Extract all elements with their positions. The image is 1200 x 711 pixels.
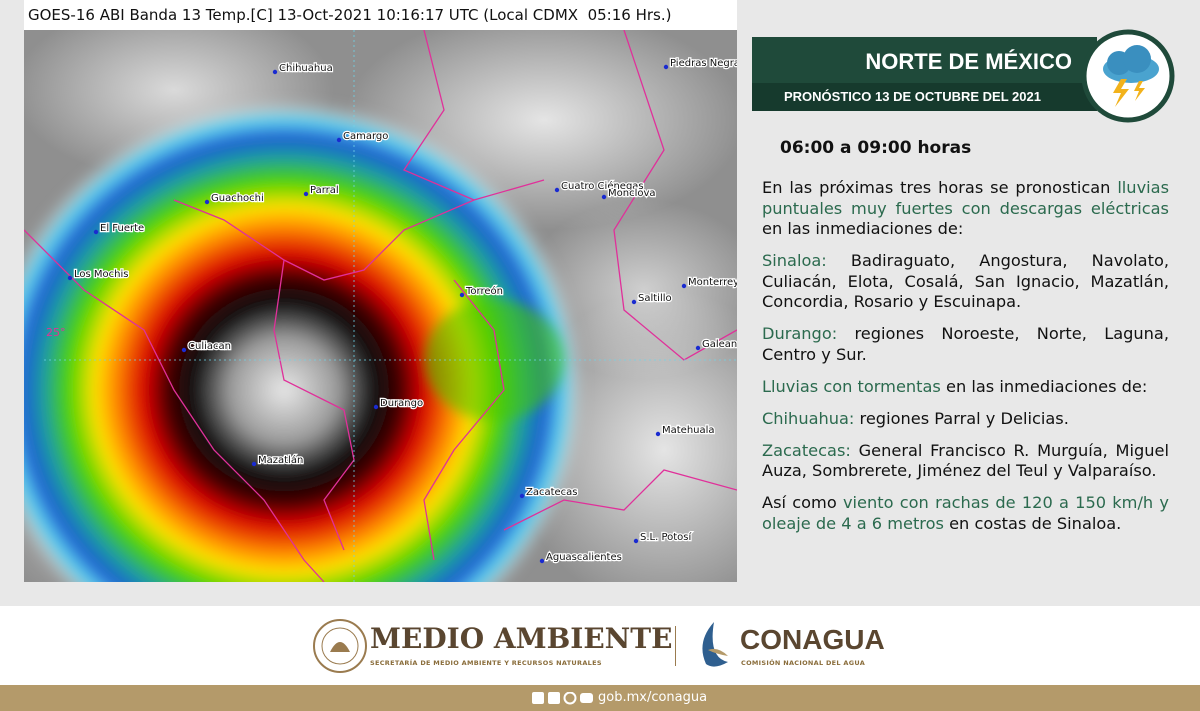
text: regiones Parral y Delicias. bbox=[854, 408, 1069, 428]
city-label: Monclova bbox=[608, 188, 656, 199]
city-label: Durango bbox=[380, 398, 423, 409]
city-dot bbox=[663, 64, 669, 70]
paragraph: Lluvias con tormentas en las inmediacion… bbox=[762, 377, 1169, 398]
city-dot bbox=[519, 493, 525, 499]
latitude-label: 25° bbox=[46, 326, 66, 339]
text: Así como bbox=[762, 493, 843, 512]
footer-strip: gob.mx/conagua bbox=[0, 685, 1200, 711]
city-label: Saltillo bbox=[638, 293, 672, 304]
text: regiones Noroeste, Norte, Laguna, Centro… bbox=[762, 324, 1169, 364]
city-label: Monterrey bbox=[688, 277, 737, 288]
paragraph: Sinaloa: Badiraguato, Angostura, Navolat… bbox=[762, 251, 1169, 313]
header-subtitle: PRONÓSTICO 13 DE OCTUBRE DEL 2021 bbox=[752, 83, 1097, 111]
text: Badiraguato, Angostura, Navolato, Culiac… bbox=[762, 251, 1169, 311]
city-dot bbox=[251, 461, 257, 467]
highlight-text: viento con rachas de 120 a 150 km/h y ol… bbox=[762, 493, 1169, 533]
semarnat-seal bbox=[313, 619, 367, 673]
city-dot bbox=[373, 404, 379, 410]
header-title: NORTE DE MÉXICO bbox=[865, 49, 1072, 74]
conagua-title: CONAGUA bbox=[740, 624, 885, 655]
city-dot bbox=[539, 558, 545, 564]
paragraph: Durango: regiones Noroeste, Norte, Lagun… bbox=[762, 324, 1169, 365]
city-dot bbox=[272, 69, 278, 75]
city-label: Piedras Negras bbox=[670, 58, 737, 69]
city-label: S.L. Potosí bbox=[640, 531, 692, 543]
weather-icon bbox=[1081, 29, 1175, 123]
conagua-subtitle: COMISIÓN NACIONAL DEL AGUA bbox=[741, 659, 866, 667]
city-label: Aguascalientes bbox=[546, 552, 622, 563]
highlight-text: Durango: bbox=[762, 324, 838, 343]
footer-url: gob.mx/conagua bbox=[598, 690, 708, 705]
paragraph: Así como viento con rachas de 120 a 150 … bbox=[762, 493, 1169, 534]
city-label: Parral bbox=[310, 185, 339, 196]
city-dot bbox=[633, 538, 639, 544]
city-dot bbox=[655, 431, 661, 437]
satellite-image: 25° Chihuahua Piedras Negras Camargo Guacho… bbox=[24, 30, 737, 582]
divider bbox=[675, 626, 676, 666]
city-label: Camargo bbox=[343, 131, 388, 142]
header-banner: NORTE DE MÉXICO PRONÓSTICO 13 DE OCTUBRE… bbox=[752, 37, 1097, 111]
text: En las próximas tres horas se pronostica… bbox=[762, 178, 1118, 197]
highlight-text: Lluvias con tormentas bbox=[762, 376, 941, 396]
satellite-caption: GOES-16 ABI Banda 13 Temp.[C] 13-Oct-202… bbox=[24, 0, 737, 30]
paragraph: Chihuahua: regiones Parral y Delicias. bbox=[762, 409, 1169, 430]
semarnat-subtitle: SECRETARÍA DE MEDIO AMBIENTE Y RECURSOS … bbox=[370, 659, 602, 667]
highlight-text: Sinaloa: bbox=[762, 251, 827, 270]
highlight-text: Chihuahua: bbox=[762, 408, 855, 428]
social-icons bbox=[532, 692, 593, 705]
city-dot bbox=[303, 191, 309, 197]
city-dot bbox=[631, 299, 637, 305]
city-label: Chihuahua bbox=[279, 63, 333, 74]
semarnat-title: MEDIO AMBIENTE bbox=[370, 622, 673, 655]
highlight-text: lluvias puntuales muy fuertes con descar… bbox=[762, 178, 1169, 218]
city-label: El Fuerte bbox=[100, 223, 144, 234]
city-dot bbox=[695, 345, 701, 351]
city-label: Cuatro Ciénegas bbox=[561, 180, 644, 192]
city-label: Culiacan bbox=[188, 341, 231, 352]
city-label: Galeana bbox=[702, 339, 737, 350]
conagua-logo bbox=[702, 622, 728, 667]
highlight-text: Zacatecas: bbox=[762, 440, 851, 460]
city-label: Matehuala bbox=[662, 425, 715, 436]
city-dot bbox=[681, 283, 687, 289]
city-dot bbox=[93, 229, 99, 235]
city-label: Torreón bbox=[465, 285, 503, 297]
paragraph: En las próximas tres horas se pronostica… bbox=[762, 178, 1169, 240]
city-dot bbox=[459, 292, 465, 298]
city-label: Guachochi bbox=[211, 193, 264, 204]
text: en costas de Sinaloa. bbox=[943, 513, 1122, 533]
city-dot bbox=[181, 347, 187, 353]
city-label: Zacatecas bbox=[526, 487, 578, 498]
footer: MEDIO AMBIENTE SECRETARÍA DE MEDIO AMBIE… bbox=[0, 606, 1200, 685]
city-label: Mazatlán bbox=[258, 454, 303, 466]
city-dot bbox=[601, 194, 607, 200]
city-dot bbox=[336, 137, 342, 143]
city-dot bbox=[204, 199, 210, 205]
text: en las inmediaciones de: bbox=[940, 376, 1148, 396]
forecast-body: En las próximas tres horas se pronostica… bbox=[762, 178, 1169, 546]
city-dot bbox=[67, 275, 73, 281]
text: General Francisco R. Murguía, Miguel Auz… bbox=[762, 440, 1169, 481]
paragraph: Zacatecas: General Francisco R. Murguía,… bbox=[762, 441, 1169, 482]
city-dot bbox=[554, 187, 560, 193]
city-label: Los Mochis bbox=[74, 269, 128, 280]
forecast-time: 06:00 a 09:00 horas bbox=[780, 138, 972, 158]
text: en las inmediaciones de: bbox=[762, 219, 964, 238]
